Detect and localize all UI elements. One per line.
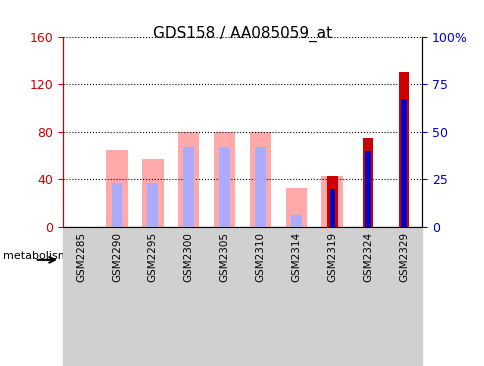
- Bar: [135, 227, 170, 366]
- Bar: [285, 188, 306, 227]
- Bar: [71, 312, 88, 322]
- Text: value, Detection Call = ABSENT: value, Detection Call = ABSENT: [96, 332, 261, 342]
- Bar: [71, 292, 88, 302]
- Bar: [398, 72, 408, 227]
- Bar: [111, 183, 122, 227]
- Text: metabolism: metabolism: [3, 251, 69, 261]
- Bar: [321, 176, 342, 227]
- Text: insulin resistant: insulin resistant: [108, 255, 197, 265]
- Bar: [400, 100, 406, 227]
- Bar: [71, 352, 88, 362]
- Bar: [99, 227, 135, 366]
- Bar: [242, 227, 278, 366]
- Bar: [326, 188, 337, 227]
- Bar: [290, 215, 301, 227]
- Text: percentile rank within the sample: percentile rank within the sample: [96, 312, 272, 322]
- Bar: [178, 132, 199, 227]
- Bar: [326, 176, 337, 227]
- Bar: [147, 183, 158, 227]
- Text: count: count: [96, 292, 125, 302]
- Bar: [278, 227, 314, 366]
- Bar: [364, 151, 370, 227]
- Bar: [349, 227, 385, 366]
- Bar: [170, 227, 206, 366]
- Bar: [219, 147, 229, 227]
- Bar: [142, 159, 163, 227]
- Bar: [106, 150, 127, 227]
- Bar: [249, 132, 271, 227]
- Text: insulin sensitive: insulin sensitive: [287, 255, 376, 265]
- FancyBboxPatch shape: [63, 243, 242, 274]
- Text: rank, Detection Call = ABSENT: rank, Detection Call = ABSENT: [96, 352, 256, 362]
- Text: GDS158 / AA085059_at: GDS158 / AA085059_at: [152, 26, 332, 42]
- FancyBboxPatch shape: [242, 243, 421, 274]
- Bar: [183, 147, 194, 227]
- Bar: [71, 332, 88, 342]
- Bar: [63, 227, 99, 366]
- Bar: [314, 227, 349, 366]
- Bar: [385, 227, 421, 366]
- Bar: [206, 227, 242, 366]
- Bar: [329, 189, 334, 227]
- Bar: [213, 132, 235, 227]
- Bar: [255, 147, 265, 227]
- Bar: [362, 138, 373, 227]
